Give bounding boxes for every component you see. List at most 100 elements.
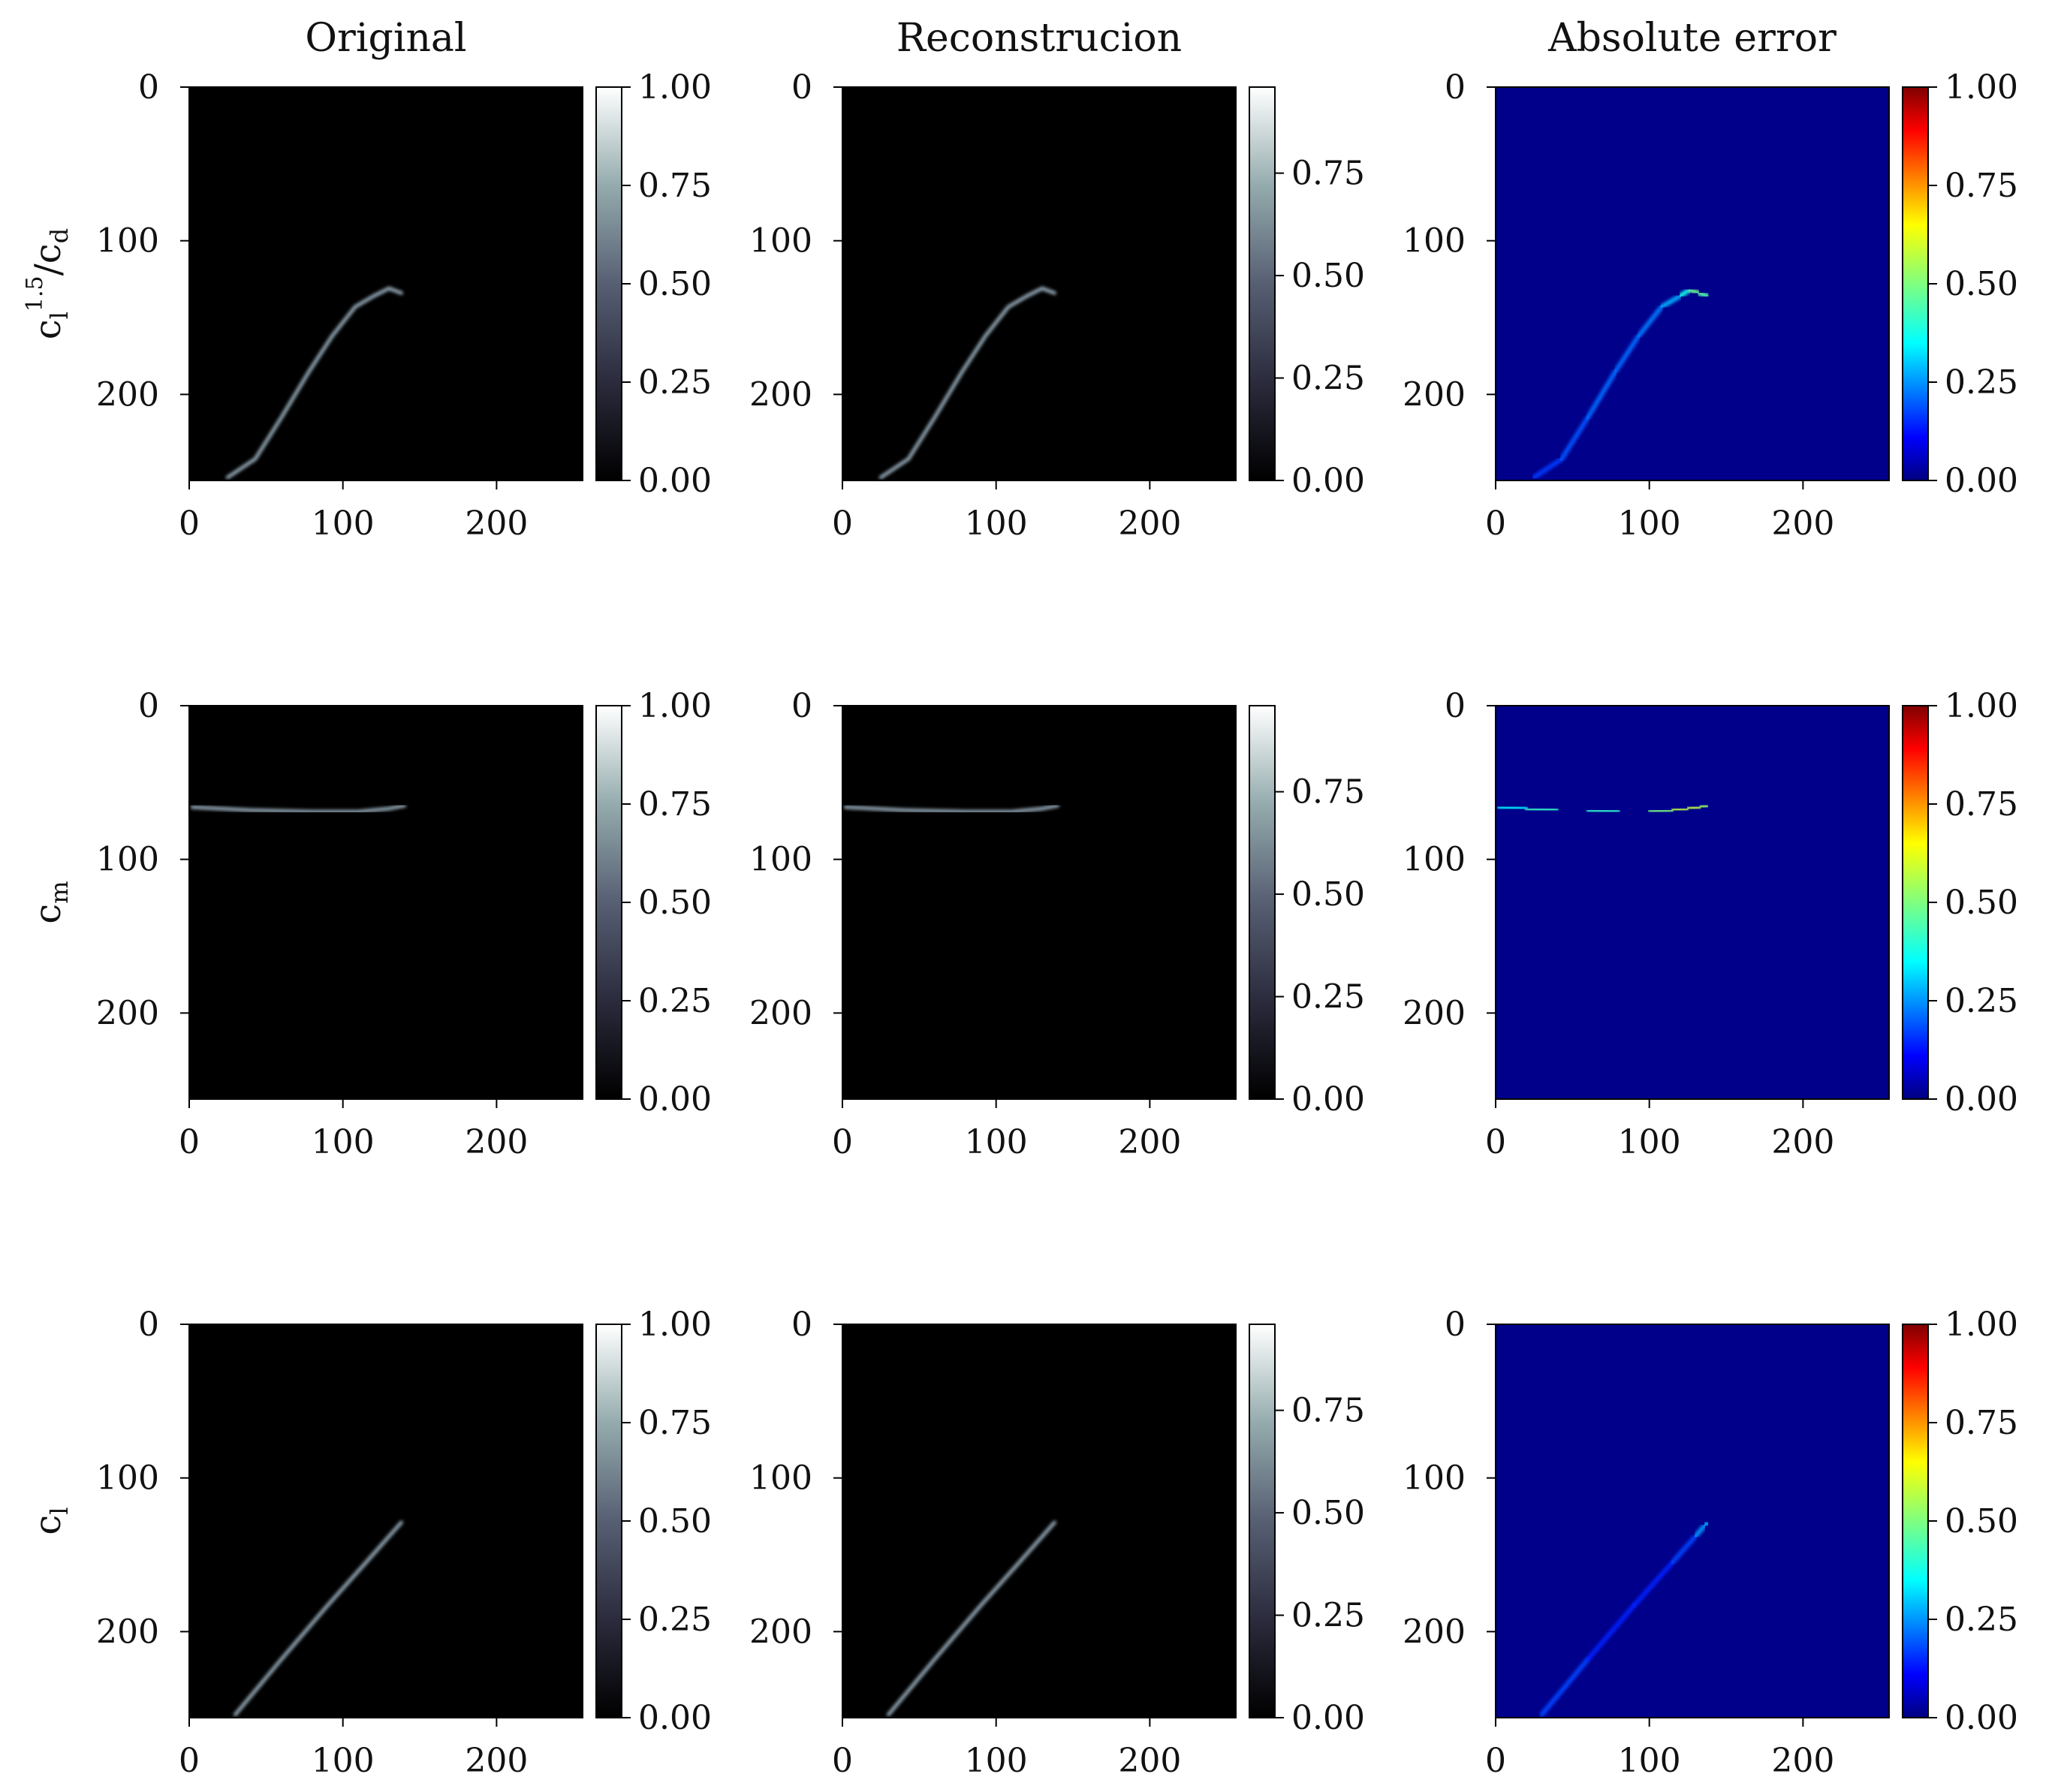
image-frame bbox=[842, 705, 1237, 1100]
colorbar-tick-label: 0.00 bbox=[638, 1080, 712, 1119]
colorbar-tick-label: 0.50 bbox=[1945, 1502, 2018, 1541]
colorbar bbox=[1903, 706, 1928, 1099]
x-tick-label: 100 bbox=[965, 504, 1028, 543]
error-segment bbox=[1532, 456, 1565, 480]
y-tick-label: 0 bbox=[1445, 687, 1466, 725]
row-label-part: m bbox=[45, 881, 74, 903]
image-frame bbox=[842, 86, 1237, 481]
colorbar bbox=[1249, 706, 1275, 1099]
x-tick-label: 100 bbox=[965, 1123, 1028, 1161]
curve-trace bbox=[878, 286, 1056, 480]
column-title: Absolute error bbox=[1547, 16, 1837, 61]
image-frame bbox=[1495, 1324, 1890, 1718]
error-segment bbox=[1636, 304, 1665, 339]
row-label-part: c bbox=[27, 319, 69, 339]
y-tick-label: 100 bbox=[1403, 222, 1466, 261]
colorbar-tick-label: 1.00 bbox=[1945, 1306, 2018, 1344]
y-tick-label: 100 bbox=[749, 1459, 812, 1498]
image-frame bbox=[1495, 86, 1890, 481]
x-tick-label: 100 bbox=[1618, 504, 1681, 543]
colorbar-tick-label: 1.00 bbox=[638, 687, 712, 725]
colorbar-tick-label: 0.25 bbox=[638, 1601, 712, 1639]
colorbar-tick-label: 0.50 bbox=[638, 265, 712, 303]
error-segment bbox=[1559, 415, 1590, 462]
image-frame bbox=[188, 705, 583, 1100]
x-tick-label: 0 bbox=[179, 1742, 200, 1780]
image-background bbox=[1496, 1324, 1889, 1718]
row-label-part: c bbox=[27, 904, 69, 924]
colorbar-tick-label: 0.25 bbox=[1291, 1597, 1365, 1635]
row-label-part: c bbox=[27, 1515, 69, 1535]
colorbar bbox=[1903, 87, 1928, 480]
curve-trace bbox=[886, 1520, 1056, 1717]
panel-r0-c2: 0 100 200 0 100 200 0.00 0.25 0.50 0.75 1.00 bbox=[1403, 68, 2018, 543]
x-tick-label: 200 bbox=[1771, 1123, 1834, 1161]
y-tick-label: 0 bbox=[791, 68, 812, 107]
colorbar-tick-label: 0.75 bbox=[638, 785, 712, 824]
y-tick-label: 200 bbox=[96, 994, 159, 1032]
x-tick-label: 100 bbox=[1618, 1742, 1681, 1780]
x-tick-label: 100 bbox=[312, 1123, 375, 1161]
y-tick-label: 100 bbox=[96, 1459, 159, 1498]
image-background bbox=[842, 706, 1236, 1099]
y-tick-label: 0 bbox=[791, 1306, 812, 1344]
colorbar-tick-label: 0.00 bbox=[638, 462, 712, 500]
image-background bbox=[842, 87, 1236, 480]
y-tick-label: 200 bbox=[1403, 1613, 1466, 1651]
y-tick-label: 100 bbox=[749, 222, 812, 261]
panel-r0-c0: 0 100 200 0 100 200 0.00 0.25 0.50 0.75 1.00 bbox=[96, 68, 712, 543]
x-tick-label: 0 bbox=[179, 504, 200, 543]
colorbar-tick-label: 0.75 bbox=[1945, 1404, 2018, 1442]
colorbar-tick-label: 0.25 bbox=[1291, 978, 1365, 1016]
row-label: cl1.5/cd bbox=[22, 228, 74, 339]
x-tick-label: 0 bbox=[1485, 504, 1506, 543]
x-tick-label: 0 bbox=[179, 1123, 200, 1161]
panel-r1-c2: 0 100 200 0 100 200 0.00 0.25 0.50 0.75 1.00 bbox=[1403, 687, 2018, 1161]
error-segment bbox=[1585, 1603, 1637, 1662]
x-tick-label: 200 bbox=[1771, 504, 1834, 543]
colorbar-tick-label: 0.50 bbox=[1291, 257, 1365, 295]
colorbar-frame bbox=[1249, 86, 1276, 481]
image-background bbox=[189, 706, 583, 1099]
y-tick-label: 200 bbox=[96, 1613, 159, 1651]
colorbar-tick-label: 1.00 bbox=[1945, 68, 2018, 107]
error-segment bbox=[1585, 808, 1621, 815]
curve-trace bbox=[190, 803, 407, 814]
error-segment bbox=[1670, 806, 1690, 813]
panel-r2-c0: 0 100 200 0 100 200 0.00 0.25 0.50 0.75 1.00 bbox=[96, 1306, 712, 1780]
image-background bbox=[189, 1324, 583, 1718]
colorbar-tick-label: 0.25 bbox=[1945, 1601, 2018, 1639]
colorbar bbox=[1249, 1324, 1275, 1718]
error-segment bbox=[1496, 805, 1529, 812]
colorbar-tick-label: 0.75 bbox=[1945, 785, 2018, 824]
column-title: Reconstrucion bbox=[896, 16, 1182, 61]
colorbar-tick-label: 0.00 bbox=[1291, 1699, 1365, 1737]
y-tick-label: 100 bbox=[1403, 1459, 1466, 1498]
panel-r2-c1: 0 100 200 0 100 200 0.00 0.25 0.50 0.75 bbox=[749, 1306, 1365, 1780]
colorbar bbox=[1903, 1324, 1928, 1718]
x-tick-label: 200 bbox=[1118, 1742, 1181, 1780]
y-tick-label: 0 bbox=[1445, 1306, 1466, 1344]
error-segment bbox=[1632, 1560, 1675, 1608]
colorbar-tick-label: 1.00 bbox=[1945, 687, 2018, 725]
curve-trace bbox=[225, 286, 403, 480]
image-frame bbox=[842, 1324, 1237, 1718]
error-segment bbox=[1670, 1534, 1698, 1565]
y-tick-label: 0 bbox=[138, 1306, 159, 1344]
x-tick-label: 200 bbox=[465, 1123, 528, 1161]
colorbar-tick-label: 0.00 bbox=[1291, 1080, 1365, 1119]
image-background bbox=[1496, 706, 1889, 1099]
colorbar bbox=[1249, 87, 1275, 480]
column-title: Original bbox=[305, 16, 466, 61]
error-segment bbox=[1585, 369, 1618, 420]
colorbar-tick-label: 0.50 bbox=[1945, 884, 2018, 922]
colorbar-tick-label: 0.00 bbox=[1945, 1080, 2018, 1119]
y-tick-label: 100 bbox=[96, 841, 159, 879]
y-tick-label: 200 bbox=[96, 375, 159, 414]
colorbar bbox=[596, 1324, 622, 1718]
error-segment bbox=[1647, 808, 1675, 815]
x-tick-label: 100 bbox=[965, 1742, 1028, 1780]
row-label: cm bbox=[27, 881, 74, 923]
colorbar-tick-label: 1.00 bbox=[638, 68, 712, 107]
colorbar-tick-label: 0.25 bbox=[638, 363, 712, 402]
